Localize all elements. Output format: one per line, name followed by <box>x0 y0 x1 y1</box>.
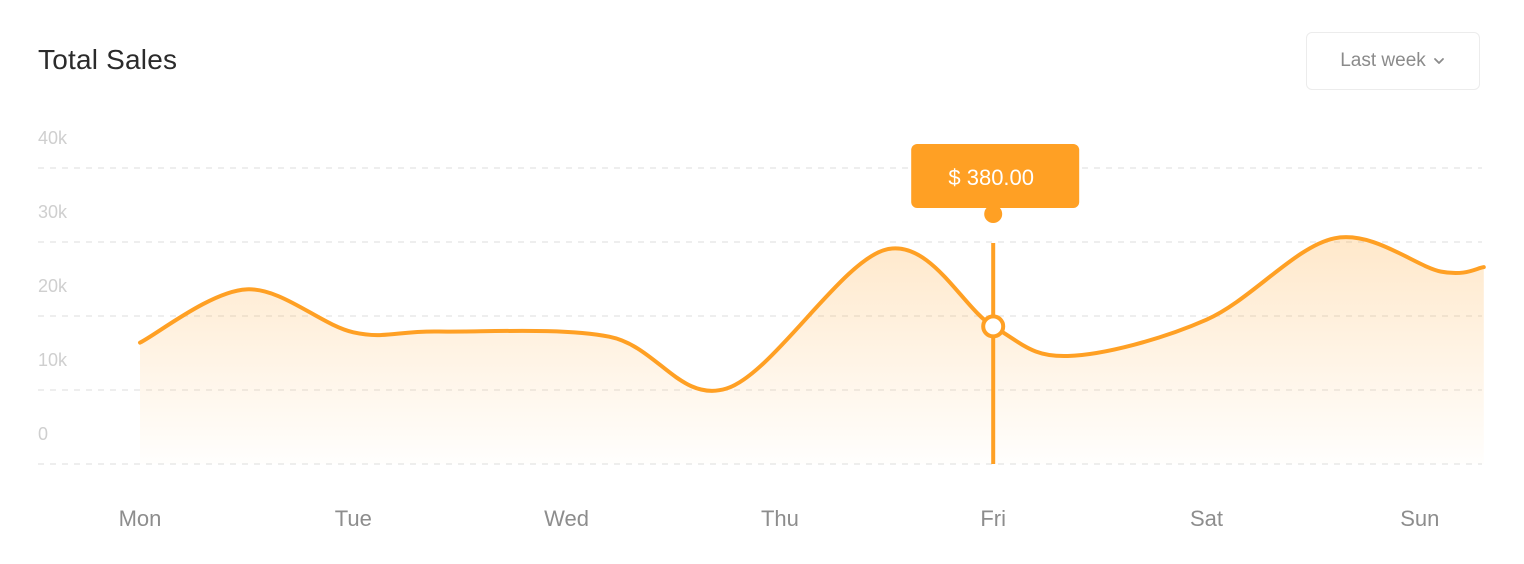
sales-area-fill <box>140 237 1484 464</box>
x-tick-label: Wed <box>544 506 589 531</box>
tooltip-value: $ 380.00 <box>948 165 1034 190</box>
y-tick-label: 30k <box>38 202 68 222</box>
chevron-down-icon <box>1432 54 1446 68</box>
y-tick-label: 20k <box>38 276 68 296</box>
tooltip-pointer-dot <box>984 205 1003 223</box>
y-tick-label: 10k <box>38 350 68 370</box>
date-range-dropdown[interactable]: Last week <box>1306 32 1480 90</box>
chart-title: Total Sales <box>38 44 178 75</box>
highlight-point[interactable] <box>981 314 1006 339</box>
x-tick-label: Tue <box>335 506 372 531</box>
x-tick-label: Fri <box>980 506 1006 531</box>
x-tick-label: Sat <box>1190 506 1223 531</box>
x-tick-label: Thu <box>761 506 799 531</box>
y-tick-label: 40k <box>38 128 68 148</box>
y-tick-label: 0 <box>38 424 48 444</box>
date-range-label: Last week <box>1340 50 1426 71</box>
x-tick-label: Mon <box>119 506 162 531</box>
value-tooltip: $ 380.00 <box>911 144 1080 223</box>
sales-line <box>138 235 1486 393</box>
x-tick-label: Sun <box>1400 506 1439 531</box>
